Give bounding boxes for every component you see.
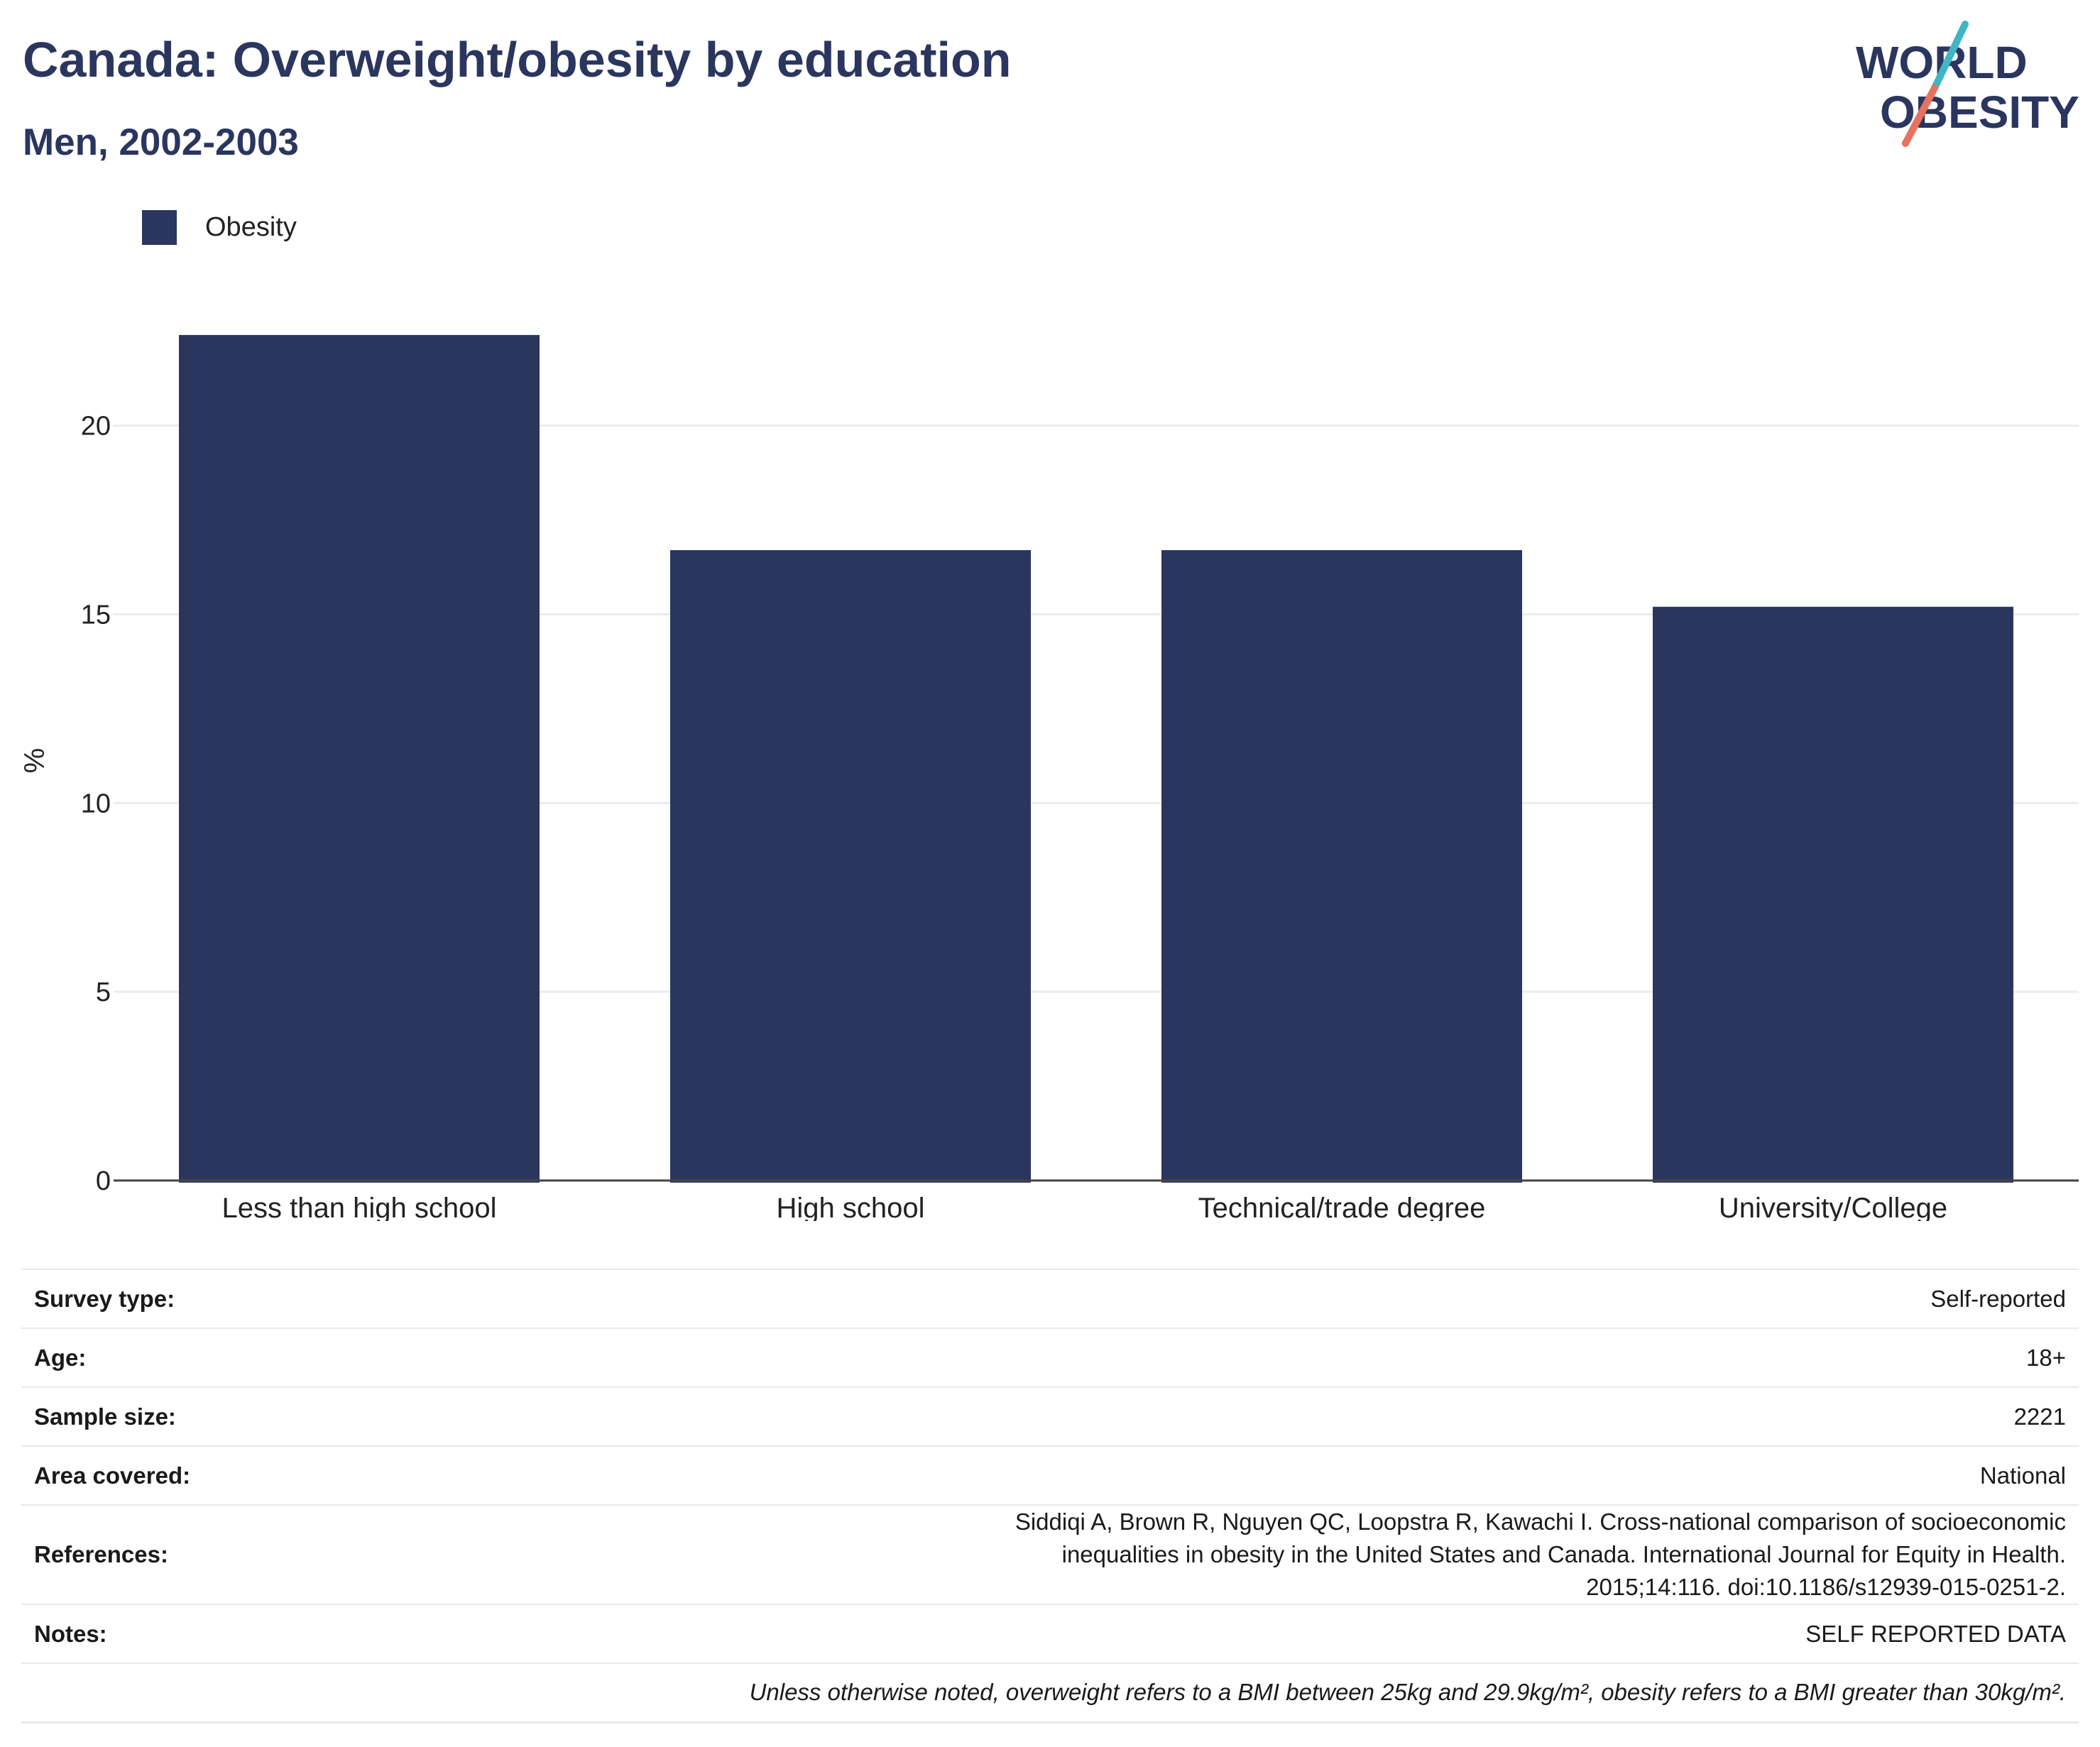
survey-info-table: Survey type: Self-reported Age: 18+ Samp… bbox=[21, 1269, 2079, 1724]
x-tick-label: Less than high school bbox=[222, 1193, 497, 1221]
bar bbox=[1161, 549, 1522, 1183]
bmi-footnote: Unless otherwise noted, overweight refer… bbox=[21, 1663, 2079, 1724]
bar bbox=[179, 334, 540, 1183]
y-tick-label: 5 bbox=[96, 977, 111, 1007]
y-tick-label: 20 bbox=[81, 412, 111, 442]
x-tick-label: Technical/trade degree bbox=[1198, 1193, 1486, 1221]
y-tick-label: 10 bbox=[81, 789, 111, 818]
info-key-sample-size: Sample size: bbox=[21, 1386, 473, 1446]
info-row-area-covered: Area covered: National bbox=[21, 1445, 2079, 1505]
info-value-sample-size: 2221 bbox=[473, 1386, 2079, 1446]
info-row-references: References: Siddiqi A, Brown R, Nguyen Q… bbox=[21, 1504, 2079, 1604]
world-obesity-logo: WORLD OBESITY bbox=[1856, 21, 2079, 147]
info-value-age: 18+ bbox=[473, 1327, 2079, 1387]
bar bbox=[670, 549, 1031, 1183]
info-value-survey-type: Self-reported bbox=[473, 1269, 2079, 1328]
info-key-area-covered: Area covered: bbox=[21, 1445, 473, 1505]
y-axis-label: % bbox=[19, 748, 50, 774]
logo-slash-bottom bbox=[1902, 84, 1938, 147]
info-value-area-covered: National bbox=[473, 1445, 2079, 1505]
legend-label-obesity: Obesity bbox=[205, 212, 297, 242]
info-row-sample-size: Sample size: 2221 bbox=[21, 1386, 2079, 1446]
y-tick-label: 0 bbox=[96, 1166, 111, 1196]
info-row-age: Age: 18+ bbox=[21, 1327, 2079, 1387]
bar-chart: 0 5 10 15 20 Less than high school High school… bbox=[19, 334, 2079, 1221]
info-key-notes: Notes: bbox=[21, 1604, 473, 1663]
legend-swatch-obesity bbox=[142, 210, 177, 245]
x-tick-label: University/College bbox=[1719, 1193, 1947, 1221]
info-value-references: Siddiqi A, Brown R, Nguyen QC, Loopstra … bbox=[473, 1504, 2079, 1604]
x-tick-label: High school bbox=[776, 1193, 924, 1221]
logo-slash-top bbox=[1931, 21, 1969, 92]
chart-subtitle: Men, 2002-2003 bbox=[23, 121, 299, 163]
bar bbox=[1653, 606, 2013, 1183]
info-key-survey-type: Survey type: bbox=[21, 1269, 473, 1328]
info-value-notes: SELF REPORTED DATA bbox=[473, 1604, 2079, 1663]
chart-legend: Obesity bbox=[142, 210, 297, 245]
info-key-age: Age: bbox=[21, 1327, 473, 1387]
info-row-notes: Notes: SELF REPORTED DATA bbox=[21, 1604, 2079, 1663]
y-tick-label: 15 bbox=[81, 600, 111, 630]
info-row-footnote: Unless otherwise noted, overweight refer… bbox=[21, 1663, 2079, 1724]
info-key-references: References: bbox=[21, 1504, 473, 1604]
info-row-survey-type: Survey type: Self-reported bbox=[21, 1269, 2079, 1328]
chart-title: Canada: Overweight/obesity by education bbox=[23, 32, 1012, 87]
